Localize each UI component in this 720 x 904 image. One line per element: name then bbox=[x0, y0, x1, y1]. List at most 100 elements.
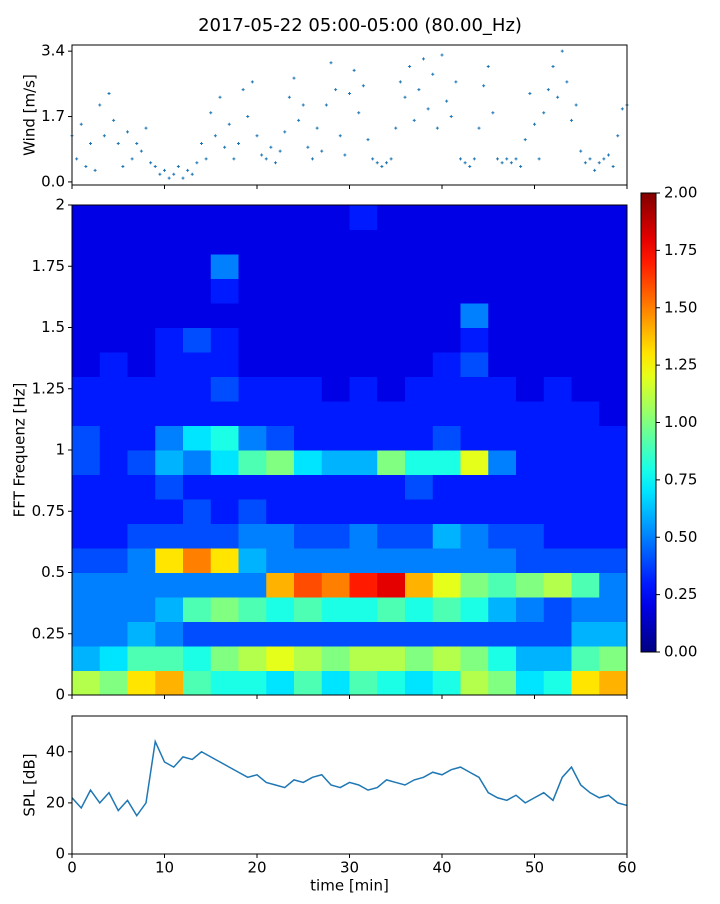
spectrogram-cell bbox=[183, 597, 212, 622]
spectrogram-cell bbox=[377, 254, 406, 279]
spectrogram-cell bbox=[516, 597, 545, 622]
spectrogram-cell bbox=[72, 205, 101, 230]
spectrogram-cell bbox=[543, 499, 572, 524]
spectrogram-cell bbox=[405, 401, 434, 426]
wind-point bbox=[375, 161, 379, 165]
spectrogram-cell bbox=[405, 327, 434, 353]
spectrogram-cell bbox=[516, 621, 545, 647]
spectrogram-cell bbox=[488, 548, 517, 573]
spectrogram-cell bbox=[432, 205, 461, 230]
spectrogram-cell bbox=[460, 303, 489, 328]
spectrogram-cell bbox=[210, 474, 239, 500]
wind-point bbox=[620, 107, 624, 111]
spectrogram-cell bbox=[349, 229, 378, 255]
spectrogram-cell bbox=[405, 450, 434, 475]
spectrogram-cell bbox=[488, 327, 517, 353]
spectrogram-cell bbox=[571, 597, 600, 622]
spectrogram-cell bbox=[238, 523, 267, 549]
spectrogram-cell bbox=[266, 278, 295, 304]
spl-line bbox=[71, 738, 628, 818]
wind-point bbox=[583, 161, 587, 165]
spectrogram-cell bbox=[377, 670, 406, 696]
spectrogram-cell bbox=[294, 499, 323, 524]
wind-point bbox=[528, 91, 532, 95]
spectrogram-cell bbox=[210, 621, 239, 647]
spectrogram-cell bbox=[599, 352, 628, 377]
y-tick-label: 1.25 bbox=[32, 379, 65, 397]
spectrogram-cell bbox=[460, 425, 489, 451]
wind-point bbox=[186, 168, 190, 172]
spectrogram-cell bbox=[516, 229, 545, 255]
wind-point bbox=[523, 138, 527, 142]
spectrogram-cell bbox=[516, 425, 545, 451]
spectrogram-cell bbox=[405, 303, 434, 328]
y-tick-label: 0.75 bbox=[32, 502, 65, 520]
spectrogram-cell bbox=[488, 474, 517, 500]
spectrogram-cell bbox=[210, 352, 239, 377]
spectrogram-cell bbox=[432, 523, 461, 549]
spectrogram-cell bbox=[183, 646, 212, 671]
spectrogram-cell bbox=[488, 205, 517, 230]
wind-point bbox=[343, 153, 347, 157]
spectrogram-cell bbox=[72, 327, 101, 353]
spectrogram-cell bbox=[460, 523, 489, 549]
spectrogram-cell bbox=[377, 303, 406, 328]
wind-point bbox=[255, 134, 259, 138]
spectrogram-cell bbox=[460, 548, 489, 573]
wind-point bbox=[491, 111, 495, 115]
spectrogram-cell bbox=[571, 254, 600, 279]
spectrogram-cell bbox=[238, 621, 267, 647]
wind-point bbox=[116, 141, 120, 145]
wind-point bbox=[588, 157, 592, 161]
wind-point bbox=[297, 118, 301, 122]
spectrogram-cell bbox=[543, 278, 572, 304]
spectrogram-cell bbox=[377, 621, 406, 647]
spectrogram-cell bbox=[571, 474, 600, 500]
spectrogram-cell bbox=[72, 376, 101, 402]
wind-point bbox=[324, 103, 328, 107]
spectrogram-cell bbox=[294, 376, 323, 402]
wind-point bbox=[454, 80, 458, 84]
spectrogram-cell bbox=[72, 278, 101, 304]
spectrogram-cell bbox=[155, 278, 184, 304]
spectrogram-cell bbox=[488, 303, 517, 328]
spectrogram-cell bbox=[238, 205, 267, 230]
spectrogram-cell bbox=[321, 425, 350, 451]
spectrogram-cell bbox=[183, 278, 212, 304]
spectrogram-cell bbox=[571, 352, 600, 377]
spectrogram-cell bbox=[99, 670, 128, 696]
spectrogram-cell bbox=[321, 352, 350, 377]
spectrogram-cell bbox=[321, 621, 350, 647]
spectrogram-cell bbox=[210, 523, 239, 549]
wind-point bbox=[514, 157, 518, 161]
spectrogram-cell bbox=[266, 401, 295, 426]
spectrogram-cell bbox=[349, 327, 378, 353]
colorbar-tick-label: 0.50 bbox=[664, 528, 697, 546]
wind-point bbox=[361, 84, 365, 88]
spectrogram-cell bbox=[321, 523, 350, 549]
spectrogram-cell bbox=[516, 548, 545, 573]
wind-point bbox=[98, 103, 102, 107]
spectrogram-cell bbox=[266, 474, 295, 500]
spectrogram-cell bbox=[599, 499, 628, 524]
spectrogram-cell bbox=[294, 523, 323, 549]
spectrogram-cell bbox=[72, 401, 101, 426]
colorbar-tick-label: 2.00 bbox=[664, 184, 697, 202]
spectrogram-cell bbox=[183, 572, 212, 598]
spectrogram-cell bbox=[405, 646, 434, 671]
spectrogram-cell bbox=[294, 474, 323, 500]
spectrogram-cell bbox=[599, 376, 628, 402]
spectrogram-cell bbox=[432, 327, 461, 353]
wind-point bbox=[130, 157, 134, 161]
spectrogram-cell bbox=[294, 670, 323, 696]
wind-point bbox=[84, 165, 88, 169]
spectrogram-cell bbox=[321, 401, 350, 426]
wind-point bbox=[153, 165, 157, 169]
wind-point bbox=[459, 157, 462, 161]
spectrogram-cell bbox=[210, 205, 239, 230]
spectrogram-cell bbox=[349, 278, 378, 304]
spectrogram-cell bbox=[99, 548, 128, 573]
spectrogram-cell bbox=[238, 229, 267, 255]
wind-point bbox=[232, 157, 236, 161]
spectrogram-cell bbox=[543, 401, 572, 426]
